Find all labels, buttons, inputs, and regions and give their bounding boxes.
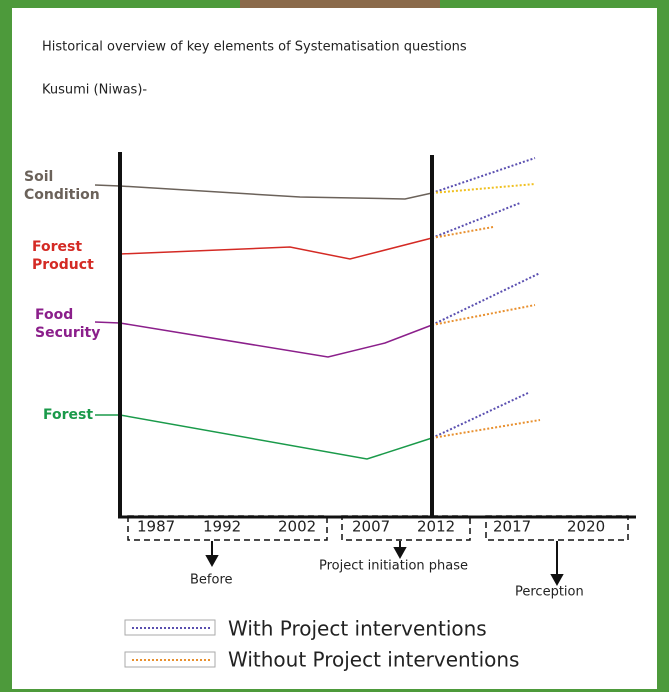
year: 2020 [567, 518, 605, 536]
year: 1987 [137, 518, 175, 536]
year: 2017 [493, 518, 531, 536]
year: 1992 [203, 518, 241, 536]
phase-label: Before [190, 573, 233, 588]
legend-label: With Project interventions [228, 617, 487, 641]
diagram: Historical overview of key elements of S… [0, 0, 669, 692]
legend-label: Without Project interventions [228, 648, 519, 672]
phase-label: Perception [515, 585, 584, 600]
page: Historical overview of key elements of S… [0, 0, 669, 692]
phase-label: Project initiation phase [319, 559, 468, 574]
year: 2002 [278, 518, 316, 536]
element-label: Forest [43, 407, 93, 423]
subtitle: Kusumi (Niwas)- [42, 83, 147, 98]
year: 2012 [417, 518, 455, 536]
title: Historical overview of key elements of S… [42, 40, 467, 55]
year: 2007 [352, 518, 390, 536]
photo-strip [240, 0, 440, 8]
